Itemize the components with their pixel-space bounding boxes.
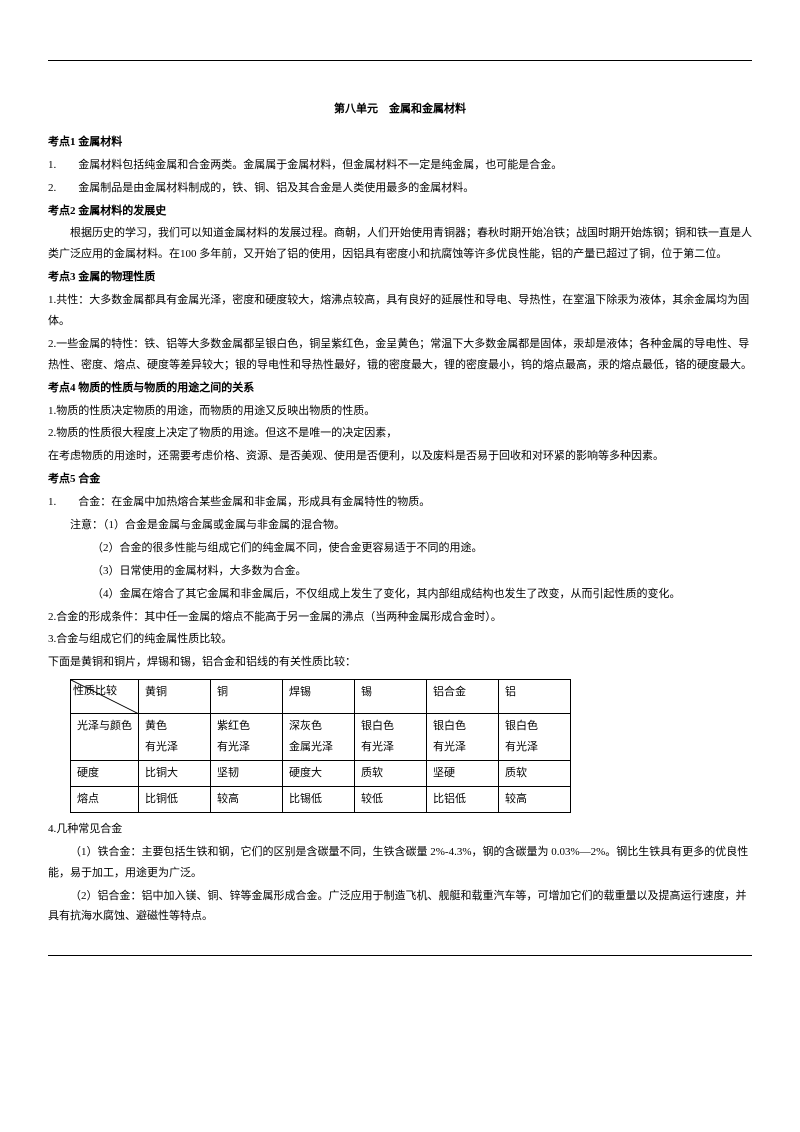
s5-p3: 3.合金与组成它们的纯金属性质比较。 — [48, 629, 752, 650]
table-corner: 性质比较 — [71, 680, 139, 714]
table-row: 熔点 比铜低 较高 比锡低 较低 比铝低 较高 — [71, 786, 571, 812]
cell: 质软 — [355, 761, 427, 787]
cell: 银白色 有光泽 — [499, 714, 571, 761]
s5-p1: 1. 合金：在金属中加热熔合某些金属和非金属，形成具有金属特性的物质。 — [48, 492, 752, 513]
cell: 较高 — [499, 786, 571, 812]
cell: 质软 — [499, 761, 571, 787]
heading-5: 考点5 合金 — [48, 469, 752, 490]
s5-p7: （2）铝合金：铝中加入镁、铜、锌等金属形成合金。广泛应用于制造飞机、舰艇和载重汽… — [48, 886, 752, 928]
cell: 比铜大 — [139, 761, 211, 787]
s5-n2: （2）合金的很多性能与组成它们的纯金属不同，使合金更容易适于不同的用途。 — [48, 538, 752, 559]
col-h: 铝 — [499, 680, 571, 714]
s4-p3: 在考虑物质的用途时，还需要考虑价格、资源、是否美观、使用是否便利，以及废料是否易… — [48, 446, 752, 467]
heading-2: 考点2 金属材料的发展史 — [48, 201, 752, 222]
col-h: 锡 — [355, 680, 427, 714]
unit-title: 第八单元 金属和金属材料 — [48, 99, 752, 120]
cell: 较高 — [211, 786, 283, 812]
s5-p6: （1）铁合金：主要包括生铁和钢，它们的区别是含碳量不同，生铁含碳量 2%-4.3… — [48, 842, 752, 884]
cell: 坚韧 — [211, 761, 283, 787]
corner-label: 性质比较 — [73, 681, 117, 702]
row-label: 熔点 — [71, 786, 139, 812]
s5-n1: 注意：（1）合金是金属与金属或金属与非金属的混合物。 — [48, 515, 752, 536]
heading-1: 考点1 金属材料 — [48, 132, 752, 153]
s5-n3: （3）日常使用的金属材料，大多数为合金。 — [48, 561, 752, 582]
s5-p5: 4.几种常见合金 — [48, 819, 752, 840]
s1-p2: 2. 金属制品是由金属材料制成的，铁、铜、铝及其合金是人类使用最多的金属材料。 — [48, 178, 752, 199]
s3-p2: 2.一些金属的特性：铁、铝等大多数金属都呈银白色，铜呈紫红色，金呈黄色；常温下大… — [48, 334, 752, 376]
s5-n4: （4）金属在熔合了其它金属和非金属后，不仅组成上发生了变化，其内部组成结构也发生… — [48, 584, 752, 605]
s4-p1: 1.物质的性质决定物质的用途，而物质的用途又反映出物质的性质。 — [48, 401, 752, 422]
row-label: 硬度 — [71, 761, 139, 787]
top-rule — [48, 60, 752, 61]
row-label: 光泽与颜色 — [71, 714, 139, 761]
s5-p2: 2.合金的形成条件：其中任一金属的熔点不能高于另一金属的沸点（当两种金属形成合金… — [48, 607, 752, 628]
col-h: 铜 — [211, 680, 283, 714]
cell: 较低 — [355, 786, 427, 812]
cell: 比铜低 — [139, 786, 211, 812]
bottom-rule — [48, 955, 752, 956]
cell: 黄色 有光泽 — [139, 714, 211, 761]
cell: 硬度大 — [283, 761, 355, 787]
table-row: 硬度 比铜大 坚韧 硬度大 质软 坚硬 质软 — [71, 761, 571, 787]
s1-p1: 1. 金属材料包括纯金属和合金两类。金属属于金属材料，但金属材料不一定是纯金属，… — [48, 155, 752, 176]
table-row: 光泽与颜色 黄色 有光泽 紫红色 有光泽 深灰色 金属光泽 银白色 有光泽 银白… — [71, 714, 571, 761]
cell: 紫红色 有光泽 — [211, 714, 283, 761]
cell: 深灰色 金属光泽 — [283, 714, 355, 761]
table-header-row: 性质比较 黄铜 铜 焊锡 锡 铝合金 铝 — [71, 680, 571, 714]
comparison-table: 性质比较 黄铜 铜 焊锡 锡 铝合金 铝 光泽与颜色 黄色 有光泽 紫红色 有光… — [70, 679, 571, 813]
s4-p2: 2.物质的性质很大程度上决定了物质的用途。但这不是唯一的决定因素， — [48, 423, 752, 444]
cell: 比铝低 — [427, 786, 499, 812]
cell: 银白色 有光泽 — [355, 714, 427, 761]
s5-p4: 下面是黄铜和铜片，焊锡和锡，铝合金和铝线的有关性质比较： — [48, 652, 752, 673]
heading-4: 考点4 物质的性质与物质的用途之间的关系 — [48, 378, 752, 399]
col-h: 黄铜 — [139, 680, 211, 714]
cell: 比锡低 — [283, 786, 355, 812]
s3-p1: 1.共性：大多数金属都具有金属光泽，密度和硬度较大，熔沸点较高，具有良好的延展性… — [48, 290, 752, 332]
col-h: 焊锡 — [283, 680, 355, 714]
cell: 银白色 有光泽 — [427, 714, 499, 761]
s2-p1: 根据历史的学习，我们可以知道金属材料的发展过程。商朝，人们开始使用青铜器；春秋时… — [48, 223, 752, 265]
heading-3: 考点3 金属的物理性质 — [48, 267, 752, 288]
col-h: 铝合金 — [427, 680, 499, 714]
cell: 坚硬 — [427, 761, 499, 787]
